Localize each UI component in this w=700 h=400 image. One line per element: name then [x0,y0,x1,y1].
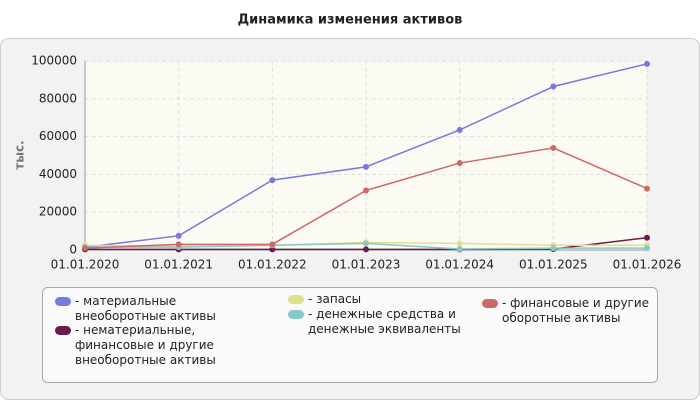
y-tick-label: 100000 [31,54,77,68]
point [269,177,276,184]
point [550,83,557,90]
x-tick-label: 01.01.2022 [238,258,307,272]
x-tick-label: 01.01.2025 [519,258,588,272]
point [363,163,369,170]
x-tick-label: 01.01.2021 [144,258,213,272]
point [644,60,650,67]
point [456,240,463,247]
point [363,187,369,194]
chart-title: Динамика изменения активов [238,13,463,28]
point [456,126,463,133]
legend-swatch [482,299,498,308]
point [550,245,557,252]
x-tick-label: 01.01.2024 [425,258,494,272]
legend-swatch [55,297,71,306]
y-tick-label: 0 [69,243,77,257]
point [644,185,650,192]
y-tick-label: 20000 [39,205,77,219]
point [644,234,650,241]
legend-label: - финансовые и другие оборотные активы [502,296,650,325]
point [550,144,557,151]
legend-item: - финансовые и другие оборотные активы [482,296,652,326]
y-tick-label: 40000 [39,167,77,181]
legend-swatch [55,326,71,335]
point [363,240,369,247]
legend-swatch [288,310,304,319]
legend-label: - нематериальные, финансовые и другие вн… [75,323,216,367]
y-axis-label: тыс. [13,140,27,169]
point [456,246,463,253]
x-tick-label: 01.01.2023 [332,258,401,272]
x-tick-label: 01.01.2026 [613,258,682,272]
legend-item: - денежные средства и денежные эквивален… [288,307,468,337]
legend-item: - запасы [288,292,468,307]
y-tick-label: 80000 [39,91,77,105]
legend-label: - денежные средства и денежные эквивален… [308,307,461,336]
point [269,246,276,253]
legend-item: - материальные внеоборотные активы [55,294,255,324]
point [456,160,463,167]
x-tick-label: 01.01.2020 [51,258,120,272]
legend-label: - материальные внеоборотные активы [75,294,216,323]
point [269,241,276,248]
legend-item: - нематериальные, финансовые и другие вн… [55,323,255,368]
y-tick-label: 60000 [39,129,77,143]
point [644,245,650,252]
point [175,241,182,248]
point [175,232,182,239]
point [363,246,369,253]
legend-label: - запасы [308,292,362,306]
point [82,245,88,252]
legend-box [42,287,658,383]
legend-swatch [288,295,304,304]
